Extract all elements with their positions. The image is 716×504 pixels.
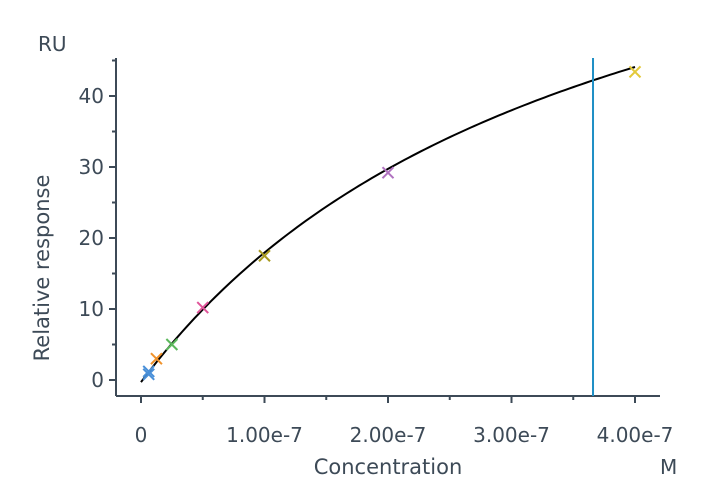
data-point-marker bbox=[381, 166, 395, 179]
x-tick-label: 1.00e-7 bbox=[226, 423, 303, 447]
data-point-marker bbox=[142, 365, 155, 378]
y-tick-label: 30 bbox=[79, 155, 104, 179]
x-tick-label: 0 bbox=[135, 423, 148, 447]
y-tick-label: 40 bbox=[79, 84, 104, 108]
axes bbox=[115, 58, 660, 397]
data-point-marker bbox=[165, 338, 179, 351]
data-point-marker bbox=[196, 301, 209, 314]
data-point-marker bbox=[258, 249, 271, 262]
x-unit-label: M bbox=[660, 455, 677, 479]
data-point-marker bbox=[628, 65, 642, 79]
y-axis-title: Relative response bbox=[30, 175, 54, 362]
x-axis-title: Concentration bbox=[314, 455, 463, 479]
x-tick-label: 4.00e-7 bbox=[597, 423, 674, 447]
fit-curve bbox=[140, 66, 636, 383]
y-tick-label: 20 bbox=[79, 226, 104, 250]
x-tick-label: 3.00e-7 bbox=[473, 423, 550, 447]
y-tick-label: 0 bbox=[91, 368, 104, 392]
x-ticks: 0 1.00e-7 2.00e-7 3.00e-7 4.00e-7 bbox=[135, 396, 674, 447]
plot-area bbox=[140, 58, 642, 396]
data-points bbox=[142, 65, 642, 381]
data-point-marker bbox=[150, 352, 163, 365]
data-point-marker bbox=[142, 368, 155, 381]
x-tick-label: 2.00e-7 bbox=[350, 423, 427, 447]
y-unit-label: RU bbox=[38, 32, 67, 56]
y-tick-label: 10 bbox=[79, 297, 104, 321]
y-ticks: 0 10 20 30 40 bbox=[79, 59, 116, 392]
